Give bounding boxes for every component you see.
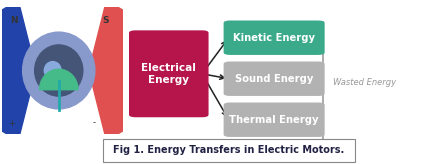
Wedge shape [40,69,78,90]
Text: Thermal Energy: Thermal Energy [229,115,319,125]
Text: N: N [11,16,18,25]
Wedge shape [89,3,155,138]
Text: Sound Energy: Sound Energy [235,74,313,84]
FancyBboxPatch shape [129,30,209,117]
Text: -: - [92,119,95,128]
Text: +: + [8,119,15,128]
Circle shape [44,62,61,80]
FancyBboxPatch shape [224,102,325,137]
Text: S: S [102,16,109,25]
FancyBboxPatch shape [103,139,355,162]
FancyBboxPatch shape [224,62,325,96]
Wedge shape [14,48,40,93]
FancyBboxPatch shape [224,20,325,55]
Circle shape [60,73,70,83]
Text: Wasted Energy: Wasted Energy [333,78,396,87]
Text: Fig 1. Energy Transfers in Electric Motors.: Fig 1. Energy Transfers in Electric Moto… [114,145,344,155]
Circle shape [35,45,83,96]
Wedge shape [0,3,36,138]
Text: Kinetic Energy: Kinetic Energy [233,33,315,43]
Circle shape [23,32,95,109]
Text: Electrical
Energy: Electrical Energy [141,63,196,85]
